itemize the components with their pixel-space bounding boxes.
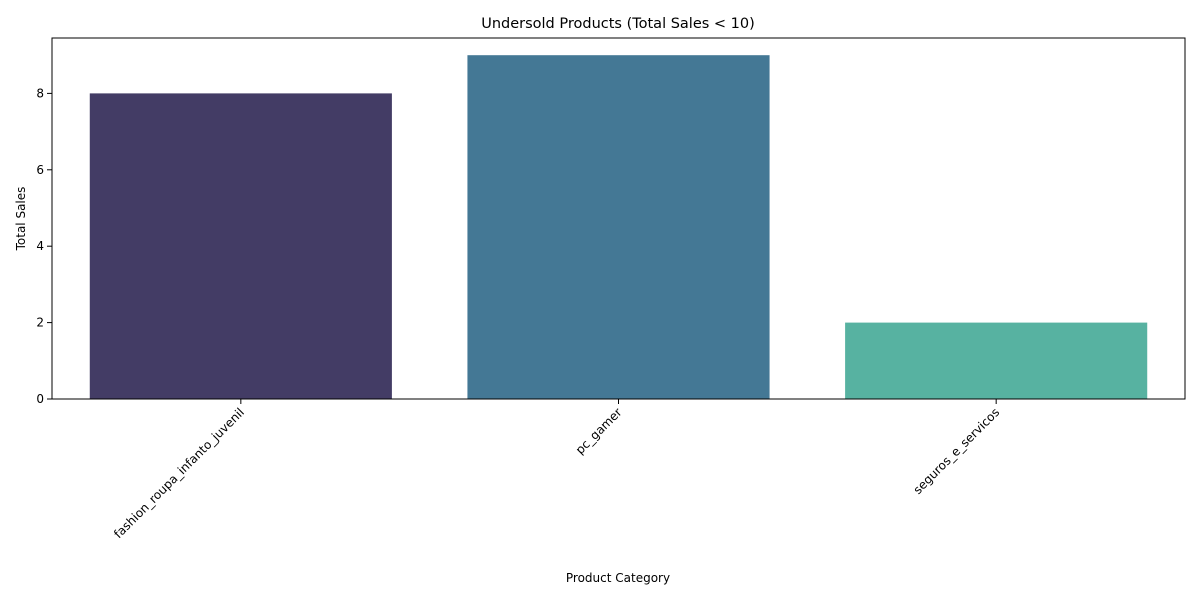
x-tick-label: pc_gamer xyxy=(573,405,625,457)
x-axis: fashion_roupa_infanto_juvenil pc_gamer seg… xyxy=(111,399,1002,541)
bar-pc_gamer xyxy=(467,55,770,399)
bars-layer xyxy=(89,55,1148,399)
y-tick-label: 8 xyxy=(36,86,44,100)
plot-frame xyxy=(51,37,1186,400)
bar-fashion_roupa_infanto_juvenil xyxy=(89,93,392,399)
x-axis-label: Product Category xyxy=(566,571,670,585)
x-tick-label: fashion_roupa_infanto_juvenil xyxy=(111,405,247,541)
y-tick-label: 2 xyxy=(36,316,44,330)
bar-seguros_e_servicos xyxy=(845,322,1148,399)
chart-title: Undersold Products (Total Sales < 10) xyxy=(481,16,755,32)
y-tick-label: 0 xyxy=(36,392,44,406)
x-tick-label: seguros_e_servicos xyxy=(911,405,1003,497)
y-tick-label: 4 xyxy=(36,239,44,253)
y-tick-label: 6 xyxy=(36,163,44,177)
y-axis: 0 2 4 6 8 xyxy=(36,86,52,406)
y-axis-label: Total Sales xyxy=(14,187,28,252)
